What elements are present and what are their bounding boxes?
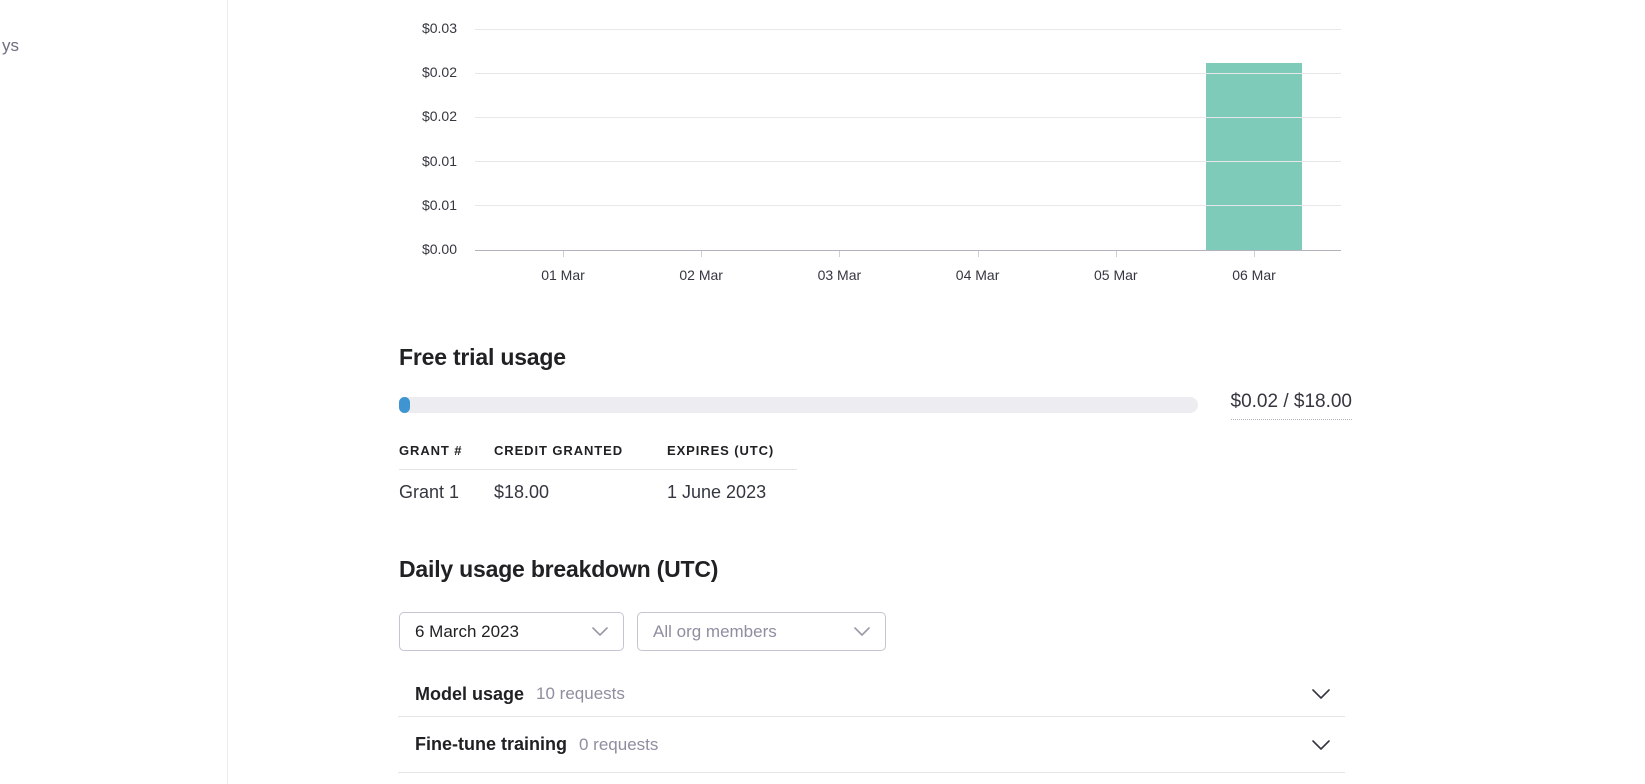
member-select-value: All org members: [653, 621, 777, 641]
x-axis-tickmark: [839, 251, 841, 257]
x-axis-tick-label: 04 Mar: [955, 267, 1000, 283]
y-axis-tick-label: $0.01: [421, 196, 457, 213]
chevron-down-icon: [854, 627, 870, 636]
sidebar-item-clipped[interactable]: ys: [2, 36, 19, 55]
gridline: [475, 116, 1341, 118]
x-axis-tickmark: [1115, 251, 1117, 257]
chevron-down-icon[interactable]: [1312, 739, 1330, 750]
x-axis-tickmark: [1254, 251, 1255, 257]
expires-col-header: EXPIRES (UTC): [667, 443, 775, 458]
usage-bar[interactable]: [1206, 62, 1302, 250]
member-select[interactable]: All org members: [637, 612, 886, 651]
fine-tune-training-requests: 0 requests: [579, 734, 659, 754]
y-axis-tick-label: $0.01: [421, 152, 457, 169]
model-usage-section[interactable]: Model usage 10 requests: [398, 672, 1345, 717]
daily-breakdown-heading: Daily usage breakdown (UTC): [399, 556, 719, 582]
expires-cell: 1 June 2023: [667, 482, 767, 502]
sidebar: ys: [0, 0, 228, 784]
x-axis-tickmark: [977, 251, 979, 257]
date-select[interactable]: 6 March 2023: [399, 612, 624, 651]
chevron-down-icon: [592, 627, 608, 636]
grant-table-header: GRANT # CREDIT GRANTED EXPIRES (UTC): [399, 443, 827, 458]
y-axis-tick-label: $0.00: [421, 241, 457, 257]
grant-col-header: GRANT #: [399, 443, 463, 458]
model-usage-requests: 10 requests: [536, 684, 625, 703]
free-trial-usage-amount[interactable]: $0.02 / $18.00: [1230, 391, 1352, 420]
model-usage-title: Model usage: [415, 683, 525, 704]
fine-tune-training-section[interactable]: Fine-tune training 0 requests: [398, 717, 1345, 773]
grant-number-cell: Grant 1: [399, 482, 460, 502]
gridline: [475, 72, 1341, 74]
free-trial-heading: Free trial usage: [399, 344, 566, 370]
gridline: [475, 161, 1341, 163]
table-row: Grant 1 $18.00 1 June 2023: [399, 482, 827, 503]
fine-tune-training-title: Fine-tune training: [415, 734, 567, 754]
gridline: [475, 205, 1341, 207]
credit-granted-cell: $18.00: [494, 482, 550, 502]
x-axis-tick-label: 03 Mar: [817, 267, 862, 283]
x-axis-line: [475, 249, 1341, 251]
x-axis-tickmark: [701, 251, 703, 257]
grant-table-divider: [399, 469, 797, 470]
gridline: [475, 28, 1341, 30]
free-trial-progress-fill: [399, 397, 410, 413]
chevron-down-icon[interactable]: [1312, 689, 1330, 699]
x-axis-tick-label: 01 Mar: [541, 267, 585, 283]
daily-cost-chart: $0.03 $0.02 $0.02 $0.01 $0.01 $0.00 01 Mar 02 M…: [0, 0, 1645, 300]
y-axis-tick-label: $0.03: [421, 20, 457, 36]
x-axis-tick-label: 06 Mar: [1232, 267, 1276, 283]
free-trial-progress-track: [399, 397, 1198, 413]
date-select-value: 6 March 2023: [415, 621, 519, 641]
y-axis-tick-label: $0.02: [421, 64, 457, 81]
x-axis-tick-label: 02 Mar: [679, 267, 723, 283]
x-axis-tick-label: 05 Mar: [1094, 267, 1138, 283]
y-axis-tick-label: $0.02: [421, 108, 457, 125]
x-axis-tickmark: [563, 251, 564, 257]
credit-col-header: CREDIT GRANTED: [494, 443, 624, 458]
